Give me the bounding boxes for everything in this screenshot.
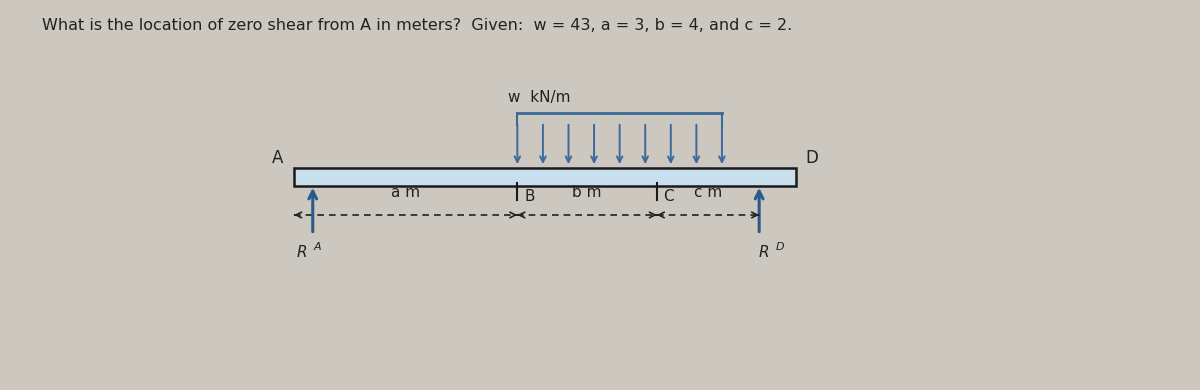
Text: R: R — [758, 245, 769, 260]
Bar — [294, 168, 797, 186]
Text: a m: a m — [391, 185, 420, 200]
Text: c m: c m — [694, 185, 722, 200]
Text: R: R — [296, 245, 307, 260]
Text: D: D — [805, 149, 818, 167]
Text: C: C — [664, 190, 674, 204]
Text: What is the location of zero shear from A in meters?  Given:  w = 43, a = 3, b =: What is the location of zero shear from … — [42, 18, 792, 32]
Text: A: A — [271, 149, 283, 167]
Text: B: B — [524, 190, 535, 204]
Text: A: A — [313, 242, 322, 252]
Text: D: D — [775, 242, 784, 252]
Text: b m: b m — [572, 185, 602, 200]
Text: w  kN/m: w kN/m — [508, 90, 570, 105]
